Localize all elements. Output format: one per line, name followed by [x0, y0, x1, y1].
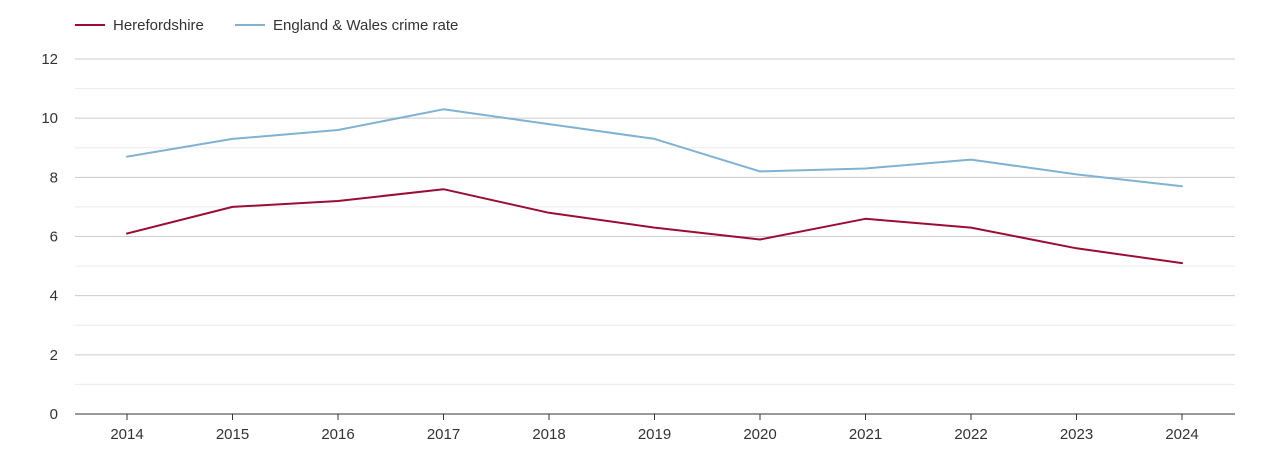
legend: Herefordshire England & Wales crime rate — [75, 17, 458, 34]
x-tick-label: 2023 — [1060, 426, 1093, 443]
data-point[interactable] — [1176, 180, 1188, 192]
data-point[interactable] — [543, 207, 555, 219]
series-group — [121, 103, 1188, 269]
x-tick-label: 2018 — [532, 426, 565, 443]
gridlines — [75, 58, 1235, 385]
data-point[interactable] — [860, 162, 872, 174]
data-point[interactable] — [965, 154, 977, 166]
y-tick-label: 6 — [50, 229, 58, 246]
series-line-0 — [126, 188, 1183, 265]
data-point[interactable] — [438, 103, 450, 115]
y-tick-label: 10 — [41, 110, 58, 127]
x-tick-label: 2019 — [638, 426, 671, 443]
legend-item-england-wales[interactable]: England & Wales crime rate — [235, 17, 458, 34]
x-tick-label: 2024 — [1165, 426, 1198, 443]
data-point[interactable] — [860, 213, 872, 225]
y-tick-label: 8 — [50, 169, 58, 186]
x-axis: 2014 2015 2016 2017 2018 2019 2020 2021 2022 2023… — [75, 413, 1235, 443]
x-tick-label: 2016 — [321, 426, 354, 443]
data-point[interactable] — [121, 151, 133, 163]
data-point[interactable] — [754, 233, 766, 245]
x-tick-label: 2022 — [954, 426, 987, 443]
x-tick-label: 2014 — [110, 426, 143, 443]
legend-label-england-wales: England & Wales crime rate — [273, 17, 458, 34]
data-point[interactable] — [121, 228, 133, 240]
x-tick-label: 2020 — [743, 426, 776, 443]
data-point[interactable] — [227, 133, 239, 145]
y-tick-label: 4 — [50, 288, 58, 305]
x-tick-label: 2017 — [427, 426, 460, 443]
data-point[interactable] — [543, 118, 555, 130]
legend-item-herefordshire[interactable]: Herefordshire — [75, 17, 204, 34]
data-point[interactable] — [754, 165, 766, 177]
data-point[interactable] — [1071, 168, 1083, 180]
legend-label-herefordshire: Herefordshire — [113, 17, 204, 34]
data-point[interactable] — [649, 133, 661, 145]
data-point[interactable] — [332, 124, 344, 136]
data-point[interactable] — [649, 222, 661, 234]
y-tick-label: 2 — [50, 347, 58, 364]
y-axis: 0 2 4 6 8 10 12 — [41, 51, 58, 423]
data-point[interactable] — [1071, 242, 1083, 254]
data-point[interactable] — [438, 183, 450, 195]
y-tick-label: 0 — [50, 406, 58, 423]
x-tick-label: 2021 — [849, 426, 882, 443]
x-tick-label: 2015 — [216, 426, 249, 443]
data-point[interactable] — [965, 222, 977, 234]
y-tick-label: 12 — [41, 51, 58, 68]
data-point[interactable] — [332, 195, 344, 207]
data-point[interactable] — [227, 201, 239, 213]
data-point[interactable] — [1176, 257, 1188, 269]
series-line-1 — [126, 108, 1183, 188]
